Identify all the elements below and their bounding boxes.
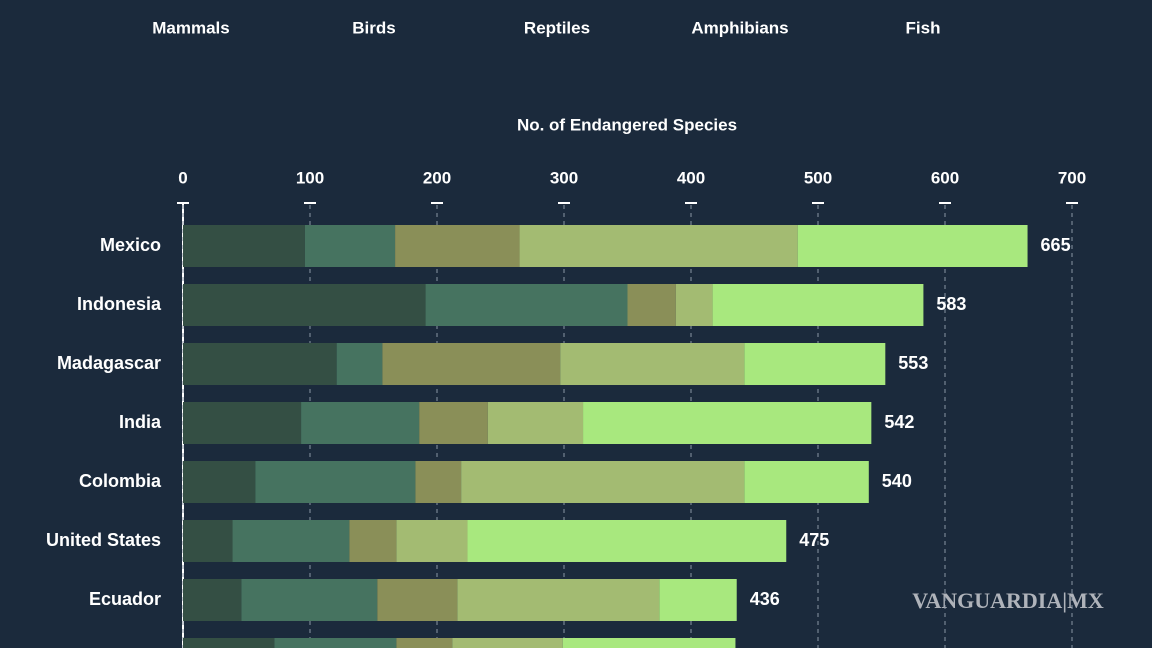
bar-segment bbox=[467, 520, 787, 562]
x-tick-label: 500 bbox=[804, 168, 832, 187]
bar-segment bbox=[274, 638, 397, 648]
legend-label: Reptiles bbox=[524, 18, 590, 37]
x-tick-label: 200 bbox=[423, 168, 451, 187]
bar-segment bbox=[797, 225, 1028, 267]
bar-segment bbox=[519, 225, 798, 267]
bar-segment bbox=[183, 225, 305, 267]
bar-segment bbox=[349, 520, 397, 562]
bar-segment bbox=[425, 284, 628, 326]
x-tick-label: 600 bbox=[931, 168, 959, 187]
bar-segment bbox=[487, 402, 584, 444]
bar-segment bbox=[183, 284, 426, 326]
bar-segment bbox=[562, 638, 736, 648]
legend-label: Mammals bbox=[152, 18, 229, 37]
bar-segment bbox=[712, 284, 924, 326]
y-tick-label: India bbox=[119, 412, 162, 432]
legend-label: Fish bbox=[906, 18, 941, 37]
bar-segment bbox=[675, 284, 713, 326]
bar-segment bbox=[627, 284, 676, 326]
y-tick-label: United States bbox=[46, 530, 161, 550]
total-label: 436 bbox=[750, 589, 780, 609]
x-tick-label: 0 bbox=[178, 168, 187, 187]
legend-label: Birds bbox=[352, 18, 395, 37]
bar-segment bbox=[232, 520, 350, 562]
bar-segment bbox=[396, 520, 468, 562]
bar-segment bbox=[255, 461, 416, 503]
watermark: VANGUARDIA|MX bbox=[912, 588, 1104, 613]
y-tick-label: Mexico bbox=[100, 235, 161, 255]
bar-segment bbox=[457, 579, 660, 621]
bar-segment bbox=[415, 461, 462, 503]
x-tick-label: 300 bbox=[550, 168, 578, 187]
bar-segment bbox=[396, 638, 453, 648]
bar-segment bbox=[183, 579, 242, 621]
bar-segment bbox=[183, 343, 337, 385]
x-tick-label: 400 bbox=[677, 168, 705, 187]
bar-segment bbox=[452, 638, 563, 648]
y-tick-label: Colombia bbox=[79, 471, 162, 491]
bar-segment bbox=[377, 579, 458, 621]
bar-segment bbox=[560, 343, 745, 385]
x-tick-label: 100 bbox=[296, 168, 324, 187]
legend-label: Amphibians bbox=[691, 18, 788, 37]
bar-segment bbox=[183, 461, 256, 503]
bar-segment bbox=[241, 579, 378, 621]
grid bbox=[182, 205, 1073, 648]
bar-segment bbox=[183, 638, 275, 648]
y-tick-label: Madagascar bbox=[57, 353, 161, 373]
y-tick-label: Ecuador bbox=[89, 589, 161, 609]
bar-segment bbox=[659, 579, 737, 621]
y-tick-label: Indonesia bbox=[77, 294, 162, 314]
bar-segment bbox=[419, 402, 488, 444]
bar-segment bbox=[395, 225, 520, 267]
total-label: 542 bbox=[884, 412, 914, 432]
bar-segment bbox=[744, 461, 869, 503]
axis-title: No. of Endangered Species bbox=[517, 115, 737, 134]
bar-segment bbox=[183, 402, 302, 444]
total-label: 475 bbox=[799, 530, 829, 550]
bar-segment bbox=[382, 343, 561, 385]
bar-segment bbox=[461, 461, 745, 503]
total-label: 665 bbox=[1041, 235, 1071, 255]
bar-segment bbox=[583, 402, 872, 444]
bar-segment bbox=[183, 520, 233, 562]
total-label: 540 bbox=[882, 471, 912, 491]
bar-segment bbox=[301, 402, 420, 444]
x-tick-label: 700 bbox=[1058, 168, 1086, 187]
bar-segment bbox=[744, 343, 886, 385]
total-label: 583 bbox=[936, 294, 966, 314]
bar-segment bbox=[304, 225, 396, 267]
total-label: 553 bbox=[898, 353, 928, 373]
bar-segment bbox=[336, 343, 383, 385]
